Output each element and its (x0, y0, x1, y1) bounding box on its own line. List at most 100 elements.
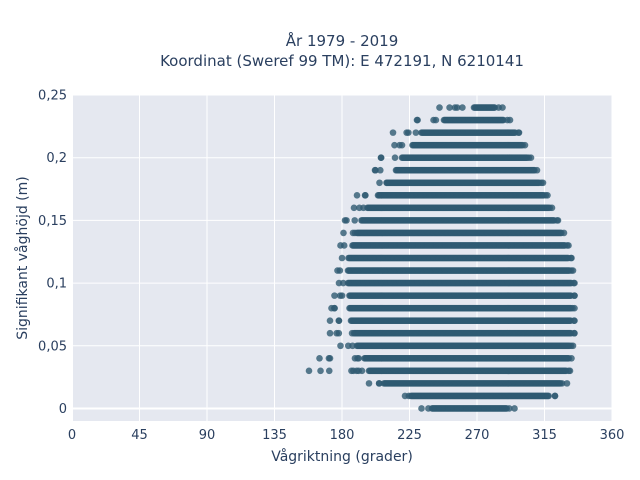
data-point (539, 179, 547, 187)
data-point (533, 166, 541, 174)
data-points (305, 104, 578, 412)
x-tick-label: 180 (330, 428, 355, 443)
data-point (401, 392, 409, 400)
data-point (305, 367, 313, 375)
data-point (515, 129, 523, 136)
data-point (348, 329, 356, 337)
data-point (571, 279, 578, 287)
y-tick-label: 0,25 (38, 89, 67, 104)
data-point (398, 141, 406, 149)
data-point (571, 329, 578, 337)
data-point (569, 342, 577, 350)
data-point (548, 204, 556, 212)
data-point (317, 367, 324, 375)
data-point (432, 116, 440, 124)
data-point (362, 192, 369, 199)
data-point (527, 154, 535, 161)
data-point (375, 380, 383, 387)
data-point (563, 380, 571, 387)
data-point (328, 304, 335, 312)
y-tick-label: 0,05 (38, 339, 67, 354)
data-point (511, 405, 518, 412)
x-axis-ticks: 0 45 90 135 180 225 270 315 360 (68, 428, 625, 443)
y-tick-label: 0,15 (38, 214, 67, 229)
data-point (349, 342, 356, 350)
data-point (325, 367, 333, 375)
data-point (436, 104, 443, 111)
data-point (545, 392, 552, 400)
data-point (351, 217, 359, 224)
data-point (345, 254, 352, 262)
x-tick-label: 360 (600, 428, 625, 443)
y-axis-ticks: 0 0,05 0,1 0,15 0,2 0,25 (38, 89, 67, 417)
x-tick-label: 45 (131, 428, 148, 443)
data-point (334, 267, 341, 274)
data-point (326, 329, 334, 337)
chart-title-line-1: År 1979 - 2019 (286, 31, 399, 50)
data-point (389, 129, 397, 136)
y-tick-label: 0 (59, 402, 67, 417)
data-point (338, 292, 346, 299)
data-point (360, 204, 367, 212)
data-point (353, 367, 360, 375)
data-point (571, 317, 578, 324)
data-point (505, 405, 513, 412)
data-point (568, 355, 575, 362)
data-point (544, 192, 551, 199)
data-point (354, 355, 361, 362)
x-axis-title: Vågriktning (grader) (271, 448, 413, 465)
x-tick-label: 270 (465, 428, 490, 443)
data-point (337, 242, 344, 249)
data-point (569, 267, 577, 274)
data-point (349, 229, 357, 237)
data-point (335, 279, 343, 287)
data-point (337, 342, 344, 350)
data-point (338, 254, 346, 262)
data-point (554, 217, 562, 224)
data-point (571, 292, 578, 299)
data-point (326, 317, 334, 324)
data-point (571, 304, 578, 312)
data-point (565, 242, 572, 249)
x-tick-label: 0 (68, 428, 76, 443)
data-point (350, 204, 358, 212)
data-point (405, 129, 412, 136)
data-point (499, 104, 506, 111)
data-point (413, 116, 421, 124)
data-point (459, 104, 466, 111)
y-tick-label: 0,1 (46, 277, 67, 292)
data-point (316, 355, 323, 362)
data-point (412, 129, 420, 136)
data-point (506, 116, 514, 124)
data-point (335, 329, 343, 337)
data-point (371, 166, 379, 174)
data-point (325, 355, 333, 362)
data-point (418, 405, 425, 412)
data-point (340, 229, 347, 237)
data-point (331, 292, 338, 299)
data-point (353, 192, 361, 199)
data-point (376, 179, 383, 187)
x-tick-label: 225 (397, 428, 422, 443)
data-point (341, 217, 349, 224)
y-axis-title: Signifikant våghöjd (m) (14, 176, 31, 339)
data-point (560, 229, 568, 237)
data-point (425, 405, 432, 412)
data-point (383, 179, 390, 187)
data-point (446, 104, 453, 111)
data-point (521, 141, 529, 149)
x-tick-label: 135 (262, 428, 287, 443)
data-point (365, 380, 373, 387)
data-point (558, 380, 566, 387)
data-point (335, 317, 343, 324)
data-point (377, 154, 385, 161)
data-point (566, 367, 574, 375)
data-point (551, 392, 559, 400)
y-tick-label: 0,2 (46, 151, 67, 166)
chart-title-line-2: Koordinat (Sweref 99 TM): E 472191, N 62… (160, 52, 524, 70)
x-tick-label: 315 (532, 428, 557, 443)
data-point (391, 154, 399, 161)
data-point (568, 254, 575, 262)
data-point (391, 141, 398, 149)
